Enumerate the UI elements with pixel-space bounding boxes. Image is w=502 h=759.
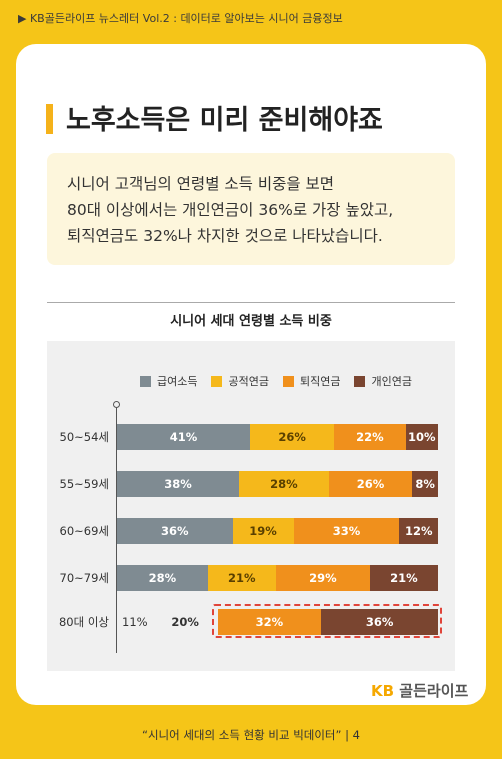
bar-segment: 29% bbox=[275, 565, 370, 591]
headline-accent-bar bbox=[46, 104, 53, 134]
brand-logo: KB 골든라이프 bbox=[371, 680, 468, 701]
legend-swatch bbox=[140, 375, 151, 387]
legend-label: 퇴직연금 bbox=[299, 375, 341, 388]
legend-swatch bbox=[282, 375, 294, 387]
footer-caption: “시니어 세대의 소득 현황 비교 빅데이터” | 4 bbox=[142, 728, 360, 742]
bar-segment: 19% bbox=[232, 518, 294, 544]
summary-line: 퇴직연금도 32%나 차지한 것으로 나타났습니다. bbox=[67, 227, 383, 245]
bar-segment: 38% bbox=[117, 471, 239, 497]
legend-item: 개인연금 bbox=[354, 373, 412, 389]
bar-segment: 36% bbox=[117, 518, 233, 544]
bar-segment: 20% bbox=[152, 609, 218, 635]
bar-segment: 28% bbox=[238, 471, 329, 497]
bar-row: 38% 28% 26% 8% bbox=[117, 471, 438, 497]
bar-segment: 10% bbox=[405, 424, 438, 450]
legend-swatch bbox=[354, 375, 366, 387]
legend-item: 급여소득 bbox=[140, 373, 197, 389]
bar-segment: 28% bbox=[117, 565, 208, 591]
chart-plot-area: 급여소득 공적연금 퇴직연금 개인연금 50~54세 41% 26% 22% 10% 55~59… bbox=[47, 341, 455, 671]
bar-segment: 41% bbox=[117, 424, 250, 450]
category-axis-line bbox=[116, 404, 117, 653]
bar-segment: 11% bbox=[117, 609, 153, 635]
legend-label: 급여소득 bbox=[157, 375, 198, 388]
bar-row: 36% 19% 33% 12% bbox=[117, 518, 438, 544]
brand-kb: KB bbox=[371, 682, 395, 700]
legend-swatch bbox=[211, 375, 223, 387]
legend-label: 개인연금 bbox=[371, 375, 412, 388]
summary-note: 시니어 고객님의 연령별 소득 비중을 보면 80대 이상에서는 개인연금이 3… bbox=[47, 153, 455, 265]
bar-row: 41% 26% 22% 10% bbox=[117, 424, 438, 450]
bar-segment: 26% bbox=[328, 471, 413, 497]
brand-name: 골든라이프 bbox=[399, 682, 469, 700]
bar-segment: 22% bbox=[334, 424, 406, 450]
category-label: 80대 이상 bbox=[58, 615, 109, 629]
bar-segment: 8% bbox=[412, 471, 438, 497]
legend-item: 퇴직연금 bbox=[282, 373, 341, 389]
bar-segment: 36% bbox=[321, 609, 438, 635]
bar-segment: 21% bbox=[207, 565, 276, 591]
bar-segment: 26% bbox=[249, 424, 335, 450]
category-label: 50~54세 bbox=[59, 430, 109, 444]
summary-line: 시니어 고객님의 연령별 소득 비중을 보면 bbox=[67, 175, 335, 193]
category-label: 60~69세 bbox=[59, 524, 109, 538]
bar-row: 28% 21% 29% 21% bbox=[117, 565, 438, 591]
bar-segment: 33% bbox=[293, 518, 400, 544]
summary-line: 80대 이상에서는 개인연금이 36%로 가장 높았고, bbox=[67, 201, 394, 219]
highlight-box bbox=[212, 604, 442, 638]
legend-label: 공적연금 bbox=[228, 375, 269, 388]
chart-legend: 급여소득 공적연금 퇴직연금 개인연금 bbox=[140, 373, 412, 389]
bar-segment: 32% bbox=[217, 609, 322, 635]
legend-item: 공적연금 bbox=[211, 373, 269, 389]
bar-segment: 21% bbox=[369, 565, 438, 591]
bar-row: 11% 20% 32% 36% bbox=[117, 609, 438, 635]
chart-title: 시니어 세대 연령별 소득 비중 bbox=[47, 302, 455, 342]
category-label: 55~59세 bbox=[59, 477, 109, 491]
page-title: 노후소득은 미리 준비해야죠 bbox=[66, 105, 383, 136]
category-label: 70~79세 bbox=[59, 571, 109, 585]
axis-top-marker bbox=[113, 401, 120, 408]
bar-segment: 12% bbox=[399, 518, 438, 544]
newsletter-header: ▶ KB골든라이프 뉴스레터 Vol.2 : 데이터로 알아보는 시니어 금융정… bbox=[18, 12, 343, 25]
